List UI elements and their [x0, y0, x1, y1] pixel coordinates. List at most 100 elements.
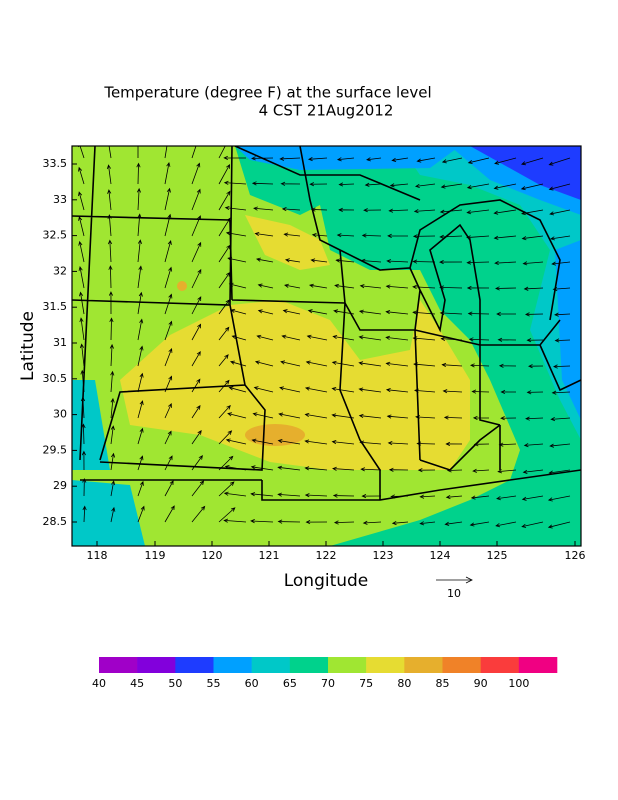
wind-arrow	[495, 286, 517, 291]
wind-arrow	[304, 412, 328, 419]
wind-arrow	[331, 360, 355, 367]
wind-arrow	[277, 519, 301, 524]
wind-arrow	[137, 372, 144, 393]
wind-arrow	[336, 233, 355, 238]
wind-arrow	[137, 427, 144, 445]
wind-arrow	[137, 291, 143, 315]
wind-arrow	[495, 521, 517, 528]
wind-arrow	[358, 335, 382, 341]
wind-arrow	[439, 259, 463, 265]
wind-arrow	[164, 320, 173, 341]
wind-arrow	[191, 350, 201, 367]
wind-arrow	[331, 386, 355, 393]
wind-arrow	[79, 317, 85, 341]
y-tick-label: 32.5	[43, 229, 68, 242]
wind-arrow	[137, 345, 144, 367]
wind-arrow	[191, 323, 202, 341]
wind-arrow	[472, 415, 490, 420]
colorbar-swatch	[213, 657, 252, 673]
wind-arrow	[164, 240, 172, 263]
wind-arrow	[78, 166, 85, 185]
x-tick-label: 119	[145, 549, 166, 562]
wind-arrow	[164, 480, 174, 497]
wind-arrow	[358, 387, 382, 393]
wind-arrow	[279, 156, 301, 161]
wind-arrow	[386, 414, 409, 419]
wind-arrow	[467, 311, 490, 316]
wind-arrow	[254, 360, 274, 367]
wind-arrow	[307, 157, 328, 162]
wind-arrow	[308, 283, 328, 289]
wind-arrow	[521, 495, 544, 501]
wind-arrow	[466, 183, 490, 190]
wind-arrow	[331, 439, 355, 445]
wind-arrow	[467, 157, 490, 165]
wind-arrow	[500, 416, 517, 421]
x-tick-label: 118	[87, 549, 108, 562]
wind-arrow	[441, 362, 463, 367]
wind-arrow	[524, 312, 544, 317]
wind-arrow	[387, 233, 409, 238]
wind-arrow	[493, 209, 517, 215]
wind-arrow	[332, 466, 355, 471]
wind-arrow	[444, 521, 463, 526]
wind-arrow	[218, 354, 229, 367]
colorbar-label: 90	[474, 677, 488, 690]
wind-arrow	[334, 283, 355, 289]
wind-arrow	[108, 265, 113, 289]
colorbar-label: 75	[359, 677, 373, 690]
wind-arrow	[164, 455, 173, 471]
y-tick-label: 33	[53, 193, 67, 206]
field	[72, 380, 110, 470]
wind-arrow	[496, 495, 517, 501]
wind-arrow	[137, 455, 144, 471]
field	[470, 146, 581, 200]
wind-arrow	[218, 190, 231, 211]
wind-arrow	[137, 239, 143, 263]
wind-arrow	[218, 164, 231, 185]
wind-arrow	[254, 231, 274, 237]
title: Temperature (degree F) at the surface le…	[103, 84, 431, 102]
wind-arrow	[81, 450, 86, 471]
wind-arrow	[550, 235, 571, 241]
wind-arrow	[523, 443, 544, 448]
wind-arrow	[332, 493, 355, 498]
wind-arrow	[225, 438, 247, 445]
wind-arrow	[78, 146, 85, 159]
wind-arrow	[494, 157, 517, 165]
wind-arrow	[164, 146, 168, 159]
colorbar-swatch	[366, 657, 405, 673]
wind-arrow	[385, 309, 409, 315]
y-tick-label: 31.5	[43, 300, 68, 313]
wind-arrow	[191, 505, 206, 523]
wind-arrow	[466, 260, 490, 265]
field	[245, 215, 330, 270]
wind-arrow	[136, 187, 142, 211]
colorbar-swatch	[442, 657, 481, 673]
wind-arrow	[498, 363, 517, 368]
colorbar-label: 70	[321, 677, 335, 690]
wind-arrow	[387, 441, 409, 446]
wind-arrow	[548, 183, 571, 191]
wind-arrow	[137, 318, 144, 341]
wind-arrow	[256, 257, 274, 263]
wind-arrow	[218, 507, 236, 523]
wind-arrow	[472, 468, 490, 473]
wind-arrow	[164, 293, 173, 315]
wind-arrow	[137, 480, 144, 497]
wind-arrow	[191, 404, 201, 419]
wind-arrow	[278, 412, 301, 419]
wind-arrow	[416, 157, 436, 163]
y-tick-label: 29.5	[43, 443, 68, 456]
wind-arrow	[191, 378, 201, 393]
wind-arrow	[311, 232, 328, 238]
wind-arrow	[386, 259, 409, 264]
wind-arrow	[108, 146, 112, 159]
wind-arrow	[413, 209, 436, 214]
wind-arrow	[547, 495, 571, 502]
wind-arrow	[551, 261, 571, 266]
wind-arrow	[281, 334, 301, 341]
wind-arrow	[78, 240, 85, 263]
wind-arrow	[338, 207, 355, 212]
